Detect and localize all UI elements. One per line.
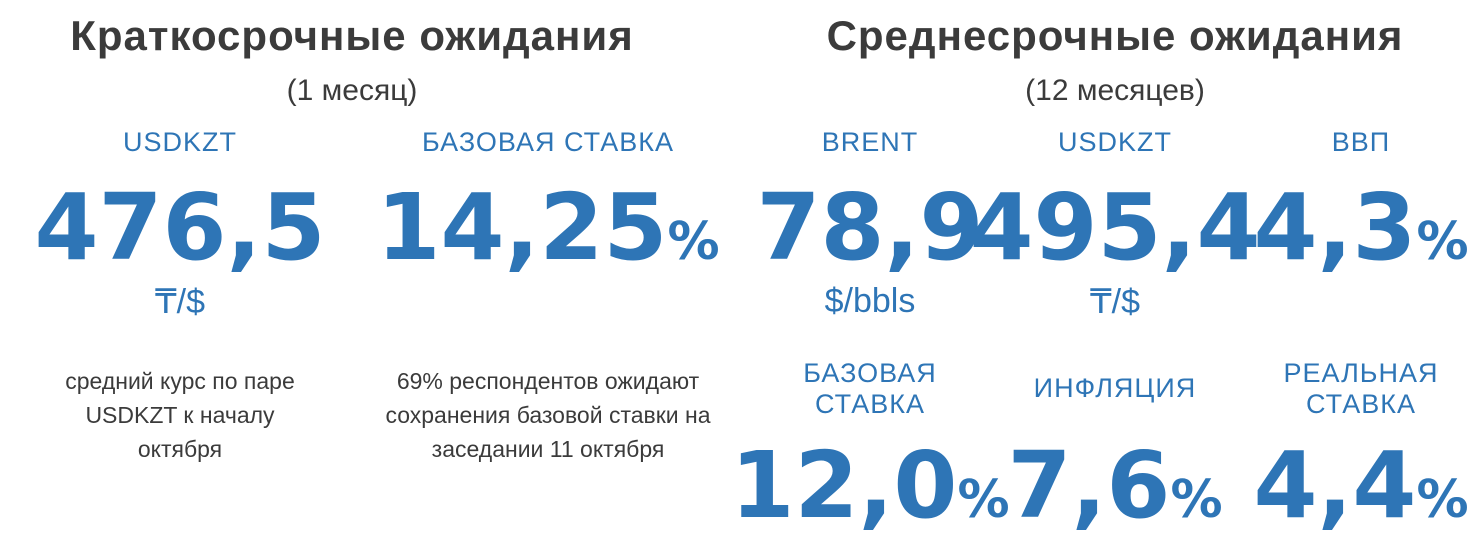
note: 69% респондентов ожидают сохранения базо… — [385, 368, 711, 462]
value-suffix: % — [1416, 212, 1469, 272]
value: 4,3 — [1253, 174, 1417, 281]
unit: $/bbls — [824, 282, 916, 320]
indicator-value: 14,25% — [376, 182, 719, 288]
indicator-value: 7,6% — [1007, 440, 1222, 546]
indicator-value: 12,0% — [730, 440, 1009, 546]
value: 495,4 — [969, 174, 1261, 281]
indicator-value: 4,4% — [1253, 440, 1468, 546]
unit: ₸/$ — [155, 283, 205, 321]
indicator-value: 495,4 — [969, 182, 1260, 274]
indicator-label: ВВП — [1331, 127, 1391, 157]
value: 78,9 — [756, 174, 984, 281]
indicator-label: BRENT — [821, 127, 919, 157]
indicator-value: 78,9 — [757, 182, 984, 274]
value: 14,25 — [376, 174, 668, 281]
section-title: Среднесрочные ожидания — [826, 12, 1404, 59]
indicator-label: РЕАЛЬНАЯ СТАВКА — [1283, 358, 1439, 419]
value-suffix: % — [1170, 470, 1223, 530]
value: 4,4 — [1253, 432, 1417, 539]
indicator-label: БАЗОВАЯ СТАВКА — [803, 358, 937, 419]
value-suffix: % — [957, 470, 1010, 530]
indicator-label: USDKZT — [123, 127, 237, 157]
value: 7,6 — [1007, 432, 1171, 539]
value: 12,0 — [730, 432, 958, 539]
section-subtitle: (1 месяц) — [286, 74, 418, 107]
indicator-label: ИНФЛЯЦИЯ — [1033, 373, 1197, 403]
value-suffix: % — [1416, 470, 1469, 530]
value: 476,5 — [34, 174, 326, 281]
indicator-label: БАЗОВАЯ СТАВКА — [422, 127, 674, 157]
section-title: Краткосрочные ожидания — [70, 12, 634, 59]
unit: ₸/$ — [1090, 283, 1140, 321]
indicator-label: USDKZT — [1058, 127, 1172, 157]
indicator-value: 476,5 — [34, 182, 325, 274]
note: средний курс по паре USDKZT к началу окт… — [65, 368, 295, 462]
value-suffix: % — [667, 212, 720, 272]
section-subtitle: (12 месяцев) — [1025, 74, 1205, 107]
indicator-value: 4,3% — [1253, 182, 1468, 288]
